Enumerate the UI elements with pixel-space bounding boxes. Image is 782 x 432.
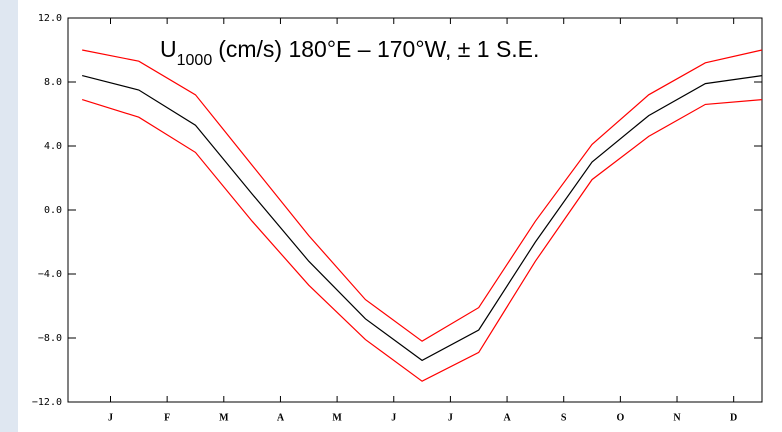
series-line — [81, 99, 763, 382]
x-tick-label: M — [332, 412, 342, 423]
x-tick-label: M — [219, 412, 229, 423]
panel — [18, 0, 782, 432]
x-tick-label: S — [561, 412, 567, 423]
chart-title: U1000 (cm/s) 180°E – 170°W, ± 1 S.E. — [160, 36, 539, 69]
title-subscript: 1000 — [177, 52, 213, 69]
y-tick-label: −4.0 — [38, 269, 62, 280]
x-tick-label: J — [108, 412, 113, 423]
y-tick-label: 12.0 — [38, 13, 62, 24]
x-tick-label: A — [277, 412, 285, 423]
x-tick-label: J — [448, 412, 453, 423]
y-tick-label: −12.0 — [32, 397, 62, 408]
x-tick-label: O — [616, 412, 624, 423]
x-tick-label: N — [673, 412, 681, 423]
title-main: U — [160, 36, 177, 62]
x-tick-label: A — [503, 412, 511, 423]
title-rest: (cm/s) 180°E – 170°W, ± 1 S.E. — [218, 36, 539, 62]
y-tick-label: 0.0 — [44, 205, 62, 216]
y-tick-label: 4.0 — [44, 141, 62, 152]
x-tick-label: D — [730, 412, 737, 423]
y-tick-label: 8.0 — [44, 77, 62, 88]
series-line — [82, 75, 763, 362]
y-tick-label: −8.0 — [38, 333, 62, 344]
x-tick-label: J — [391, 412, 396, 423]
x-tick-label: F — [164, 412, 170, 423]
series-line — [82, 49, 763, 342]
